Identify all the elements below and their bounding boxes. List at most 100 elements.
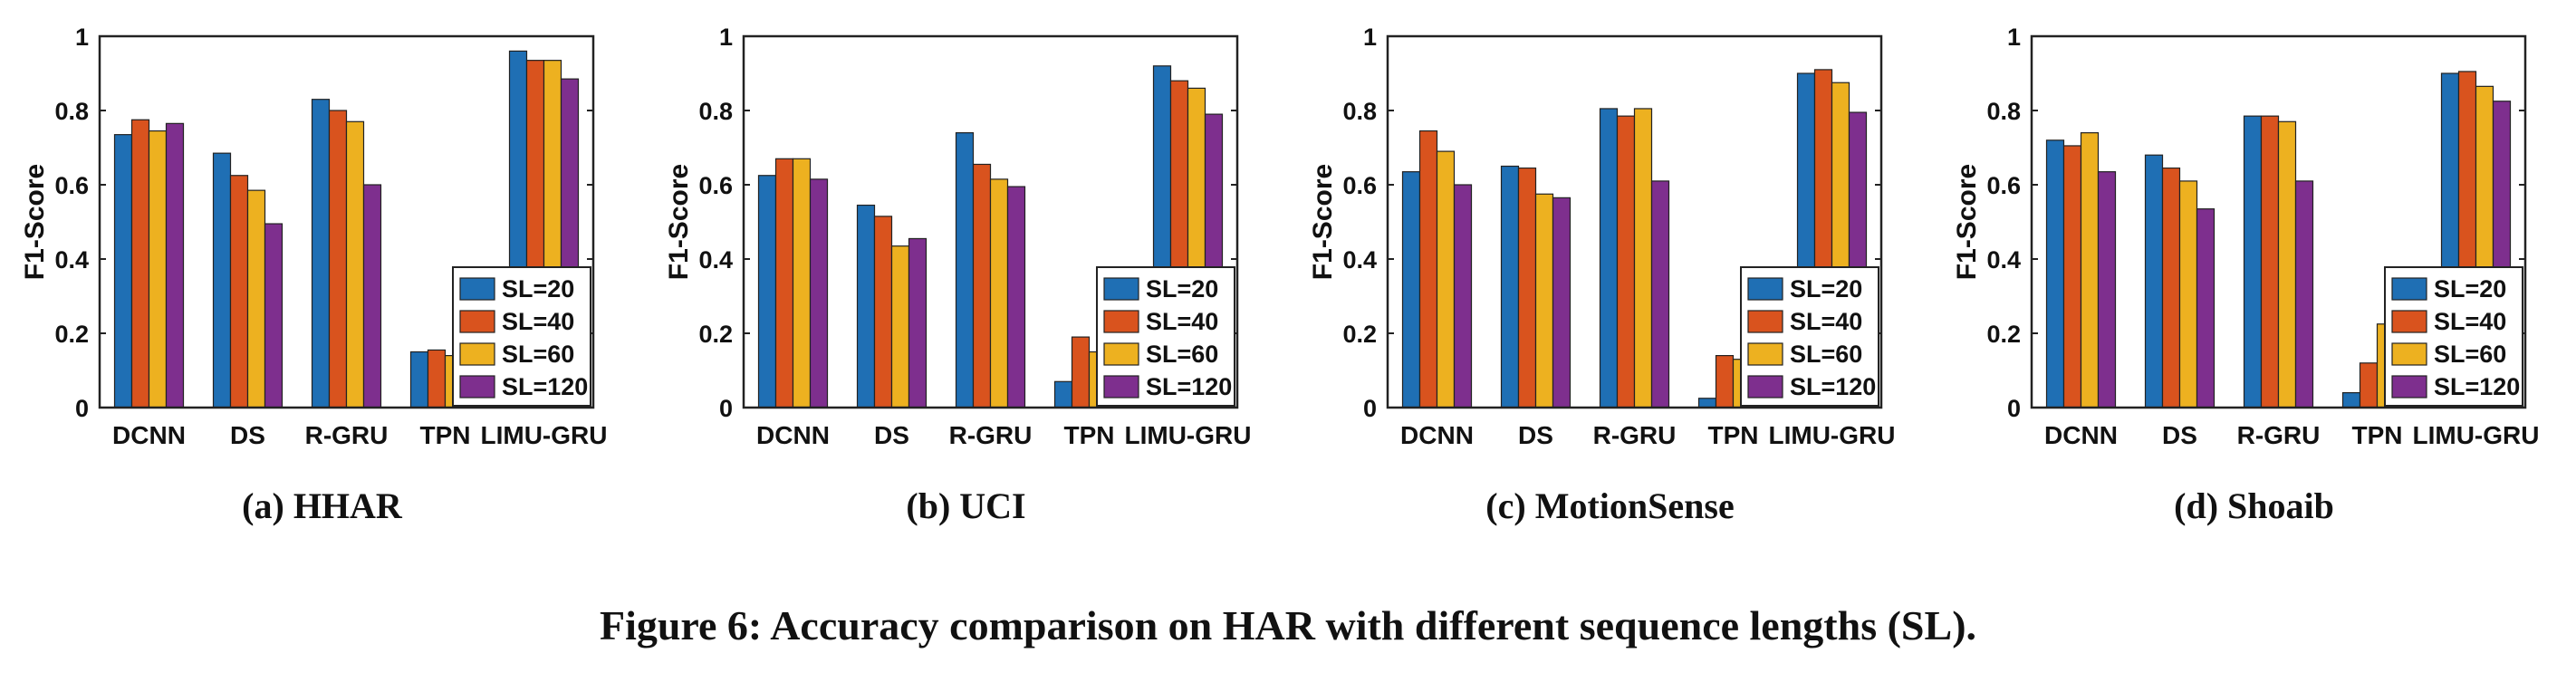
chart-panel-uci: F1-Score DCNN DS R-GRU TPN LIMU-GRU 0 0.2 0.4 0.6…	[644, 0, 1288, 543]
bar-r-gru-sl60	[2277, 120, 2297, 408]
x-tick-label: DCNN	[756, 421, 830, 449]
bar-tpn-sl40	[1715, 355, 1735, 408]
bar-r-gru-sl20	[1599, 108, 1619, 408]
y-tick-label: 1	[75, 24, 89, 51]
bar-dcnn-sl40	[1418, 130, 1438, 408]
x-tick-label: DS	[1518, 421, 1553, 449]
x-tick-label: R-GRU	[949, 421, 1033, 449]
x-tick-label: DCNN	[112, 421, 186, 449]
bar-r-gru-sl20	[2243, 115, 2263, 408]
legend-label: SL=40	[502, 308, 574, 335]
y-tick-label: 1	[2007, 24, 2021, 51]
x-tick-label: DS	[2162, 421, 2197, 449]
legend-swatch	[1747, 310, 1783, 333]
legend-label: SL=40	[2434, 308, 2506, 335]
x-tick-label: LIMU-GRU	[481, 421, 608, 449]
subcaption: (b) UCI	[906, 485, 1026, 526]
bar-ds-sl20	[856, 204, 876, 408]
y-tick-label: 0.8	[698, 98, 733, 125]
bar-r-gru-sl20	[311, 99, 331, 408]
x-tick-label: R-GRU	[2237, 421, 2321, 449]
bar-ds-sl20	[1500, 165, 1520, 408]
y-tick-label: 1	[1363, 24, 1377, 51]
y-tick-label: 0.6	[1986, 172, 2021, 199]
bar-ds-sl40	[873, 216, 893, 408]
bar-r-gru-sl60	[345, 120, 365, 408]
y-tick-label: 0.4	[1342, 246, 1377, 274]
x-tick-label: R-GRU	[1593, 421, 1677, 449]
y-tick-label: 0	[1363, 395, 1377, 422]
bar-ds-sl40	[2161, 167, 2181, 408]
bar-chart-svg: F1-Score DCNN DS R-GRU TPN LIMU-GRU 0 0.2 0.4 0.6…	[664, 24, 1251, 449]
bar-r-gru-sl60	[989, 178, 1009, 408]
bar-r-gru-sl40	[2260, 115, 2280, 408]
bar-ds-sl40	[1517, 167, 1537, 408]
bar-ds-sl60	[890, 245, 910, 408]
legend-label: SL=40	[1790, 308, 1862, 335]
x-tick-label: DCNN	[1400, 421, 1474, 449]
bar-r-gru-sl120	[1650, 180, 1670, 408]
y-tick-label: 0.4	[1986, 246, 2021, 274]
figure-caption: Figure 6: Accuracy comparison on HAR wit…	[599, 602, 1977, 648]
bar-ds-sl120	[1552, 197, 1572, 408]
legend-label: SL=120	[502, 373, 588, 400]
plot-frame	[98, 34, 595, 409]
bar-ds-sl20	[2144, 154, 2164, 408]
bar-dcnn-sl120	[1453, 184, 1473, 408]
legend-swatch	[2391, 310, 2427, 333]
bar-tpn-sl40	[1071, 336, 1091, 408]
bar-dcnn-sl120	[2097, 171, 2117, 408]
y-tick-label: 0.8	[1342, 98, 1377, 125]
x-tick-label: TPN	[1064, 421, 1115, 449]
bar-tpn-sl40	[2359, 362, 2379, 408]
y-tick-label: 0.6	[1342, 172, 1377, 199]
y-tick-label: 0.6	[698, 172, 733, 199]
legend-label: SL=120	[1790, 373, 1876, 400]
plot-frame	[742, 34, 1239, 409]
x-tick-label: TPN	[420, 421, 471, 449]
bar-r-gru-sl60	[1633, 108, 1653, 408]
legend-swatch	[459, 277, 495, 301]
y-tick-label: 0	[75, 395, 89, 422]
bar-dcnn-sl120	[809, 178, 829, 408]
bar-r-gru-sl40	[972, 163, 992, 408]
y-axis-label: F1-Score	[664, 164, 694, 280]
legend-label: SL=60	[1146, 341, 1218, 368]
bar-dcnn-sl60	[1436, 150, 1456, 408]
legend-swatch	[1103, 342, 1139, 366]
legend: SL=20 SL=40 SL=60 SL=120	[452, 266, 591, 407]
chart-panel-shoaib: F1-Score DCNN DS R-GRU TPN LIMU-GRU 0 0.2 0.4 0.6…	[1932, 0, 2576, 543]
legend-label: SL=20	[1146, 275, 1218, 303]
bar-tpn-sl20	[409, 351, 429, 408]
bar-ds-sl40	[229, 175, 249, 408]
chart-panel-hhar: F1-Score DCNN DS R-GRU TPN LIMU-GRU 0 0.2 0.4 0.6…	[0, 0, 644, 543]
legend: SL=20 SL=40 SL=60 SL=120	[1740, 266, 1879, 407]
x-tick-label: DS	[874, 421, 909, 449]
legend: SL=20 SL=40 SL=60 SL=120	[2384, 266, 2523, 407]
bar-ds-sl60	[246, 189, 266, 408]
legend-swatch	[1747, 277, 1783, 301]
y-tick-label: 0.2	[1986, 321, 2021, 348]
legend-swatch	[459, 310, 495, 333]
y-tick-label: 0.8	[1986, 98, 2021, 125]
subcaption: (a) HHAR	[242, 485, 402, 526]
bar-dcnn-sl20	[1401, 171, 1421, 408]
bar-tpn-sl20	[1697, 398, 1717, 408]
legend-swatch	[1103, 277, 1139, 301]
bar-r-gru-sl120	[2294, 180, 2314, 408]
chart-panel-motionsense: F1-Score DCNN DS R-GRU TPN LIMU-GRU 0 0.2 0.4 0.6…	[1288, 0, 1932, 543]
y-tick-label: 0	[719, 395, 733, 422]
bar-chart-svg: F1-Score DCNN DS R-GRU TPN LIMU-GRU 0 0.2 0.4 0.6…	[1308, 24, 1896, 449]
y-tick-label: 0.4	[54, 246, 89, 274]
x-tick-label: LIMU-GRU	[1769, 421, 1896, 449]
bar-tpn-sl40	[427, 349, 447, 408]
bar-r-gru-sl20	[955, 132, 975, 408]
plot-frame	[1386, 34, 1883, 409]
y-tick-label: 0.2	[698, 321, 733, 348]
legend-swatch	[1747, 342, 1783, 366]
x-tick-label: LIMU-GRU	[2413, 421, 2540, 449]
y-axis-label: F1-Score	[1308, 164, 1338, 280]
y-tick-label: 0.8	[54, 98, 89, 125]
legend-swatch	[1103, 375, 1139, 399]
